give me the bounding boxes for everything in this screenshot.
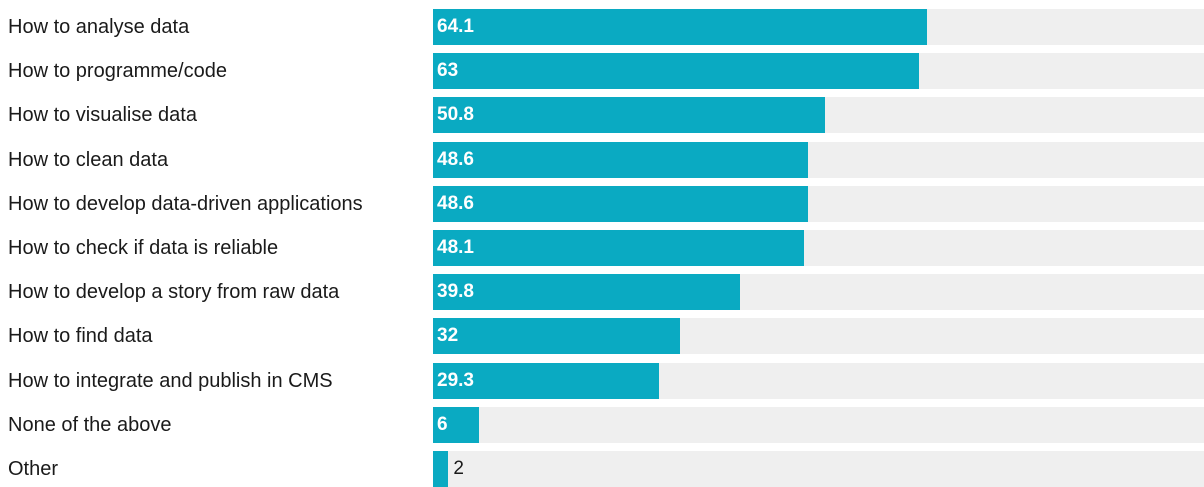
bar-row: How to visualise data 50.8 — [0, 97, 1204, 133]
category-label: How to analyse data — [8, 16, 190, 38]
bar — [433, 407, 480, 443]
value-label: 39.8 — [437, 281, 474, 302]
bar-track: 50.8 — [433, 97, 1204, 133]
bar-row: None of the above 6 — [0, 407, 1204, 443]
category-label: How to find data — [8, 325, 153, 347]
bar-track: 64.1 — [433, 9, 1204, 45]
bar — [433, 230, 804, 266]
category-label: How to integrate and publish in CMS — [8, 370, 333, 392]
value-label: 32 — [437, 325, 459, 346]
bar-row: How to develop data-driven applications 4… — [0, 186, 1204, 222]
bar — [433, 97, 825, 133]
category-label: How to visualise data — [8, 104, 197, 126]
value-label: 63 — [437, 60, 459, 81]
value-label: 48.1 — [437, 237, 474, 258]
bar-track: 39.8 — [433, 274, 1204, 310]
category-label: How to develop a story from raw data — [8, 281, 340, 303]
bar-row: How to integrate and publish in CMS 29.3 — [0, 363, 1204, 399]
value-label: 48.6 — [437, 193, 474, 214]
bar — [433, 451, 449, 487]
bar-row: How to clean data 48.6 — [0, 142, 1204, 178]
bar — [433, 53, 919, 89]
bar-track: 48.6 — [433, 142, 1204, 178]
category-label: How to clean data — [8, 149, 169, 171]
bar-track: 6 — [433, 407, 1204, 443]
value-label: 64.1 — [437, 16, 474, 37]
bar-track: 48.6 — [433, 186, 1204, 222]
category-label: How to develop data-driven applications — [8, 193, 363, 215]
value-label: 29.3 — [437, 370, 474, 391]
bar — [433, 186, 808, 222]
bar-row: Other 2 — [0, 451, 1204, 487]
bar-track: 63 — [433, 53, 1204, 89]
category-label: How to programme/code — [8, 60, 227, 82]
bar-track: 29.3 — [433, 363, 1204, 399]
category-label: Other — [8, 458, 59, 480]
value-label: 2 — [453, 458, 464, 479]
value-label: 6 — [437, 414, 448, 435]
bar-track: 48.1 — [433, 230, 1204, 266]
bar-track: 32 — [433, 318, 1204, 354]
bar-row: How to check if data is reliable 48.1 — [0, 230, 1204, 266]
bar — [433, 318, 680, 354]
bar — [433, 142, 808, 178]
value-label: 50.8 — [437, 104, 474, 125]
bar — [433, 274, 740, 310]
bar-row: How to develop a story from raw data 39.8 — [0, 274, 1204, 310]
value-label: 48.6 — [437, 149, 474, 170]
bar — [433, 363, 659, 399]
bar-row: How to programme/code 63 — [0, 53, 1204, 89]
category-label: None of the above — [8, 414, 172, 436]
bar-track: 2 — [433, 451, 1204, 487]
category-label: How to check if data is reliable — [8, 237, 279, 259]
bar — [433, 9, 928, 45]
bar-row: How to find data 32 — [0, 318, 1204, 354]
bar-row: How to analyse data 64.1 — [0, 9, 1204, 45]
